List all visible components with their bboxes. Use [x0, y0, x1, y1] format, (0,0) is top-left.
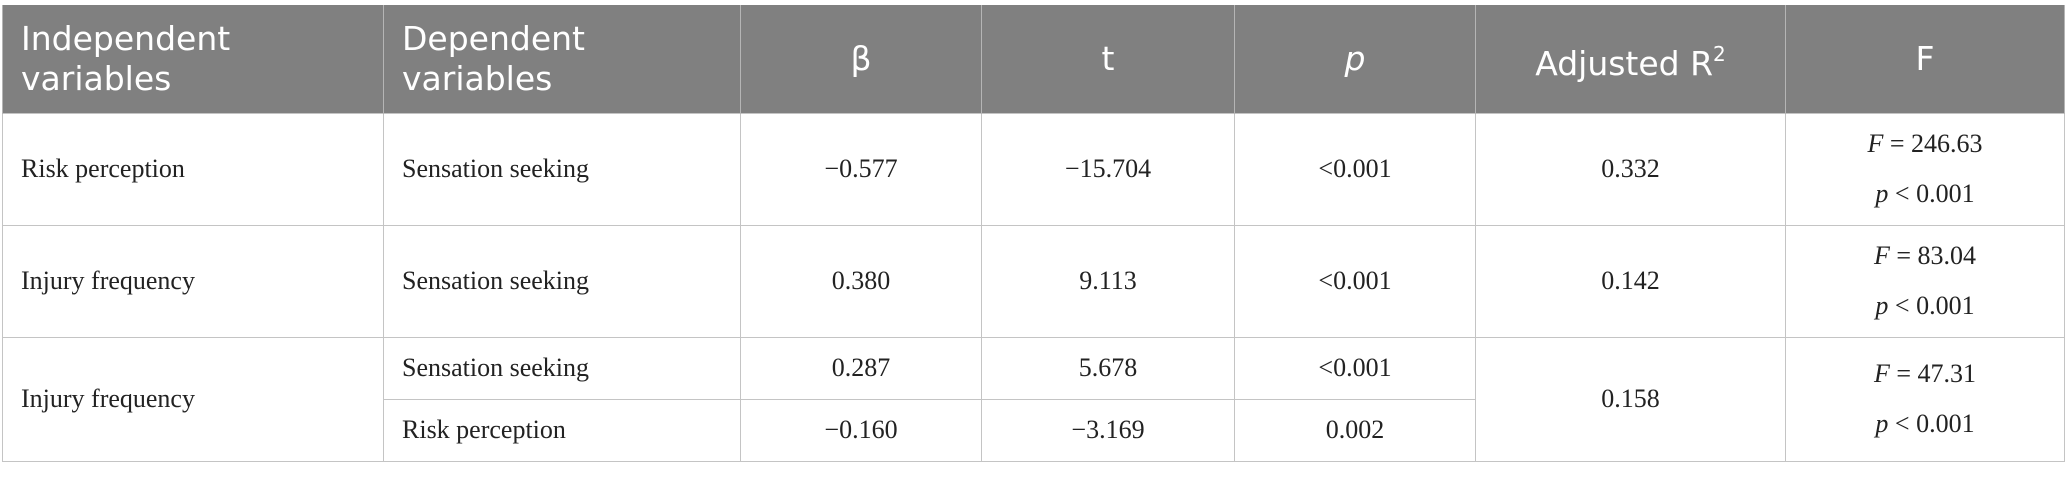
f-p-value: p < 0.001 [1804, 169, 2046, 219]
header-line: variables [21, 59, 172, 98]
t-cell: 9.113 [981, 224, 1235, 338]
independent-variable-cell: Risk perception [2, 113, 384, 226]
header-p: p [1234, 5, 1476, 114]
t-cell: 5.678 [981, 336, 1235, 400]
p-value: < 0.001 [1888, 179, 1975, 209]
f-symbol: F [1873, 359, 1890, 389]
header-t: t [981, 5, 1235, 114]
beta-cell: 0.380 [740, 224, 982, 338]
header-adjusted-r2: Adjusted R2 [1475, 5, 1786, 114]
table-row: Risk perception Sensation seeking −0.577… [2, 113, 2065, 226]
f-value: = 47.31 [1889, 359, 1977, 389]
f-statistic: F = 83.04 [1804, 231, 2046, 281]
adjusted-r2-cell: 0.142 [1475, 224, 1786, 338]
f-cell: F = 246.63 p < 0.001 [1785, 113, 2065, 226]
header-dependent-variables: Dependent variables [383, 5, 741, 114]
p-symbol: p [1875, 409, 1889, 439]
f-p-value: p < 0.001 [1804, 399, 2046, 449]
p-cell: <0.001 [1234, 224, 1476, 338]
p-value: < 0.001 [1888, 409, 1975, 439]
adjusted-r2-cell: 0.332 [1475, 113, 1786, 226]
table-row: Risk perception −0.160 −3.169 0.002 [3, 398, 2065, 463]
header-line: Dependent [402, 19, 585, 58]
f-cell: F = 83.04 p < 0.001 [1785, 224, 2065, 338]
p-symbol: p [1875, 291, 1889, 321]
dependent-variable-cell: Sensation seeking [383, 113, 741, 226]
p-value: < 0.001 [1888, 291, 1975, 321]
f-cell: F = 47.31 p < 0.001 [1785, 336, 2065, 463]
header-adjusted-r2-superscript: 2 [1713, 42, 1726, 66]
f-p-value: p < 0.001 [1804, 281, 2046, 331]
f-symbol: F [1867, 129, 1884, 159]
dependent-variable-cell: Risk perception [383, 398, 741, 463]
t-cell: −3.169 [981, 398, 1235, 463]
beta-cell: −0.160 [740, 398, 982, 463]
f-value: = 83.04 [1889, 241, 1977, 271]
p-symbol: p [1875, 179, 1889, 209]
dependent-variable-cell: Sensation seeking [383, 336, 741, 400]
dependent-variable-cell: Sensation seeking [383, 224, 741, 338]
p-cell: 0.002 [1234, 398, 1476, 463]
regression-table: Independent variables Dependent variable… [2, 5, 2065, 463]
p-cell: <0.001 [1234, 113, 1476, 226]
beta-cell: −0.577 [740, 113, 982, 226]
header-f: F [1785, 5, 2065, 114]
table-row: Injury frequency Sensation seeking 0.380… [2, 224, 2065, 338]
adjusted-r2-cell: 0.158 [1475, 336, 1786, 463]
p-cell: <0.001 [1234, 336, 1476, 400]
f-value: = 246.63 [1883, 129, 1983, 159]
t-cell: −15.704 [981, 113, 1235, 226]
header-adjusted-r2-label: Adjusted R [1535, 44, 1714, 83]
header-line: variables [402, 59, 553, 98]
header-row: Independent variables Dependent variable… [2, 5, 2065, 114]
header-line: Independent [21, 19, 231, 58]
f-statistic: F = 246.63 [1804, 119, 2046, 169]
beta-cell: 0.287 [740, 336, 982, 400]
header-independent-variables: Independent variables [2, 5, 384, 114]
independent-variable-cell: Injury frequency [2, 224, 384, 338]
table-row: Injury frequency Sensation seeking 0.287… [2, 336, 2065, 463]
independent-variable-cell: Injury frequency [2, 336, 384, 463]
header-beta: β [740, 5, 982, 114]
f-statistic: F = 47.31 [1804, 349, 2046, 399]
f-symbol: F [1873, 241, 1890, 271]
